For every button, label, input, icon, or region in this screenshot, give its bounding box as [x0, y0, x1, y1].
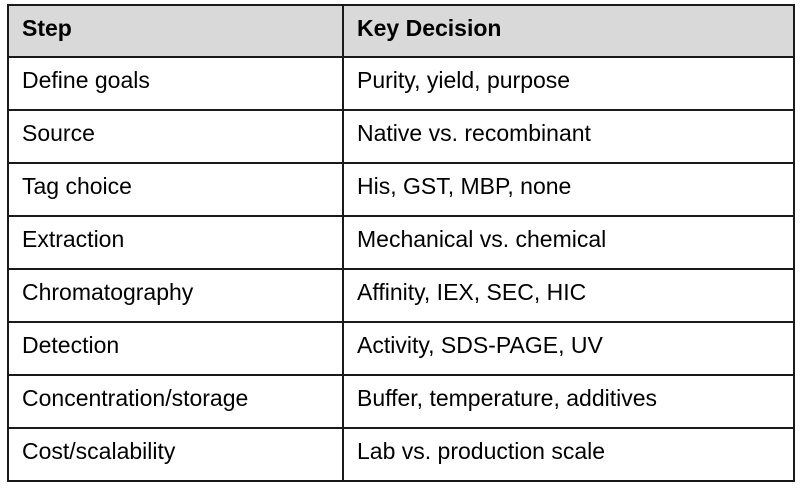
cell-step: Chromatography	[7, 268, 344, 323]
cell-step: Define goals	[7, 56, 344, 111]
cell-step: Source	[7, 109, 344, 164]
cell-decision: Native vs. recombinant	[342, 109, 795, 164]
cell-decision: His, GST, MBP, none	[342, 162, 795, 217]
table-row: Source Native vs. recombinant	[7, 109, 795, 164]
table-row: Tag choice His, GST, MBP, none	[7, 162, 795, 217]
table-row: Concentration/storage Buffer, temperatur…	[7, 374, 795, 429]
table-header-row: Step Key Decision	[7, 4, 795, 58]
table-row: Extraction Mechanical vs. chemical	[7, 215, 795, 270]
table-row: Define goals Purity, yield, purpose	[7, 56, 795, 111]
column-header-key-decision: Key Decision	[342, 4, 795, 58]
table-row: Chromatography Affinity, IEX, SEC, HIC	[7, 268, 795, 323]
cell-step: Tag choice	[7, 162, 344, 217]
cell-step: Cost/scalability	[7, 427, 344, 482]
cell-decision: Mechanical vs. chemical	[342, 215, 795, 270]
column-header-step: Step	[7, 4, 344, 58]
table-row: Detection Activity, SDS-PAGE, UV	[7, 321, 795, 376]
cell-decision: Activity, SDS-PAGE, UV	[342, 321, 795, 376]
cell-step: Extraction	[7, 215, 344, 270]
cell-step: Concentration/storage	[7, 374, 344, 429]
cell-decision: Affinity, IEX, SEC, HIC	[342, 268, 795, 323]
protein-purification-decision-table: Step Key Decision Define goals Purity, y…	[7, 4, 795, 482]
table-row: Cost/scalability Lab vs. production scal…	[7, 427, 795, 482]
cell-step: Detection	[7, 321, 344, 376]
cell-decision: Buffer, temperature, additives	[342, 374, 795, 429]
cell-decision: Lab vs. production scale	[342, 427, 795, 482]
cell-decision: Purity, yield, purpose	[342, 56, 795, 111]
